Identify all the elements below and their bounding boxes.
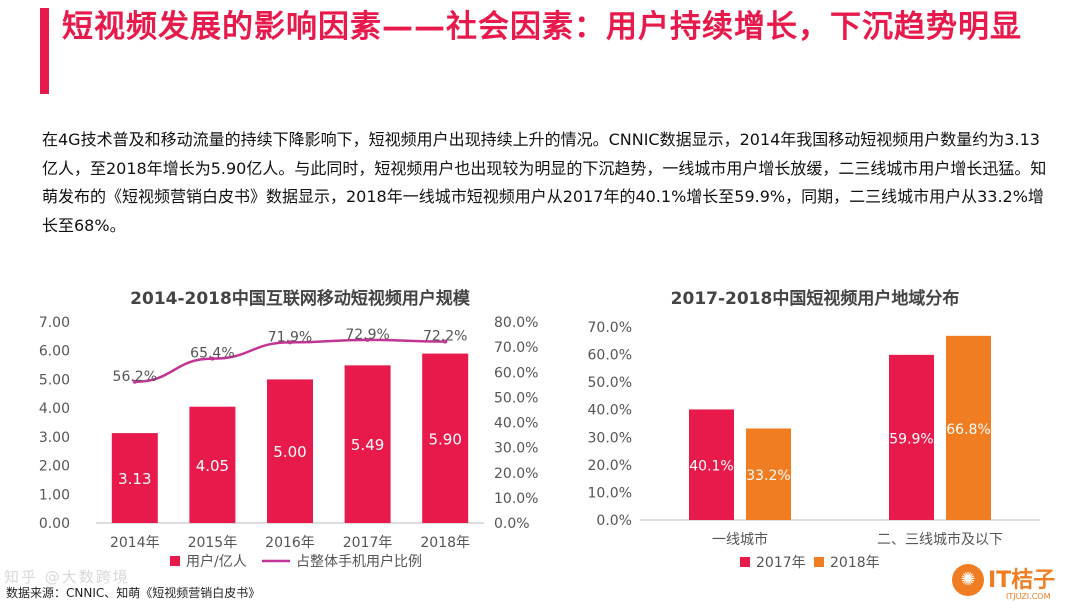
right-axis-tick-label: 0.0% bbox=[494, 516, 530, 532]
y-axis-tick-label: 20.0% bbox=[588, 458, 632, 474]
chart-2-title: 2017-2018中国短视频用户地域分布 bbox=[670, 289, 960, 309]
user-scale-chart: 0.00 1.00 2.00 3.00 4.00 5.00 6.00 7.00 0.0% 10.0… bbox=[39, 315, 539, 570]
line-value-label: 72.2% bbox=[423, 329, 467, 345]
left-axis-tick-label: 2.00 bbox=[39, 459, 70, 475]
legend-label: 用户/亿人 bbox=[186, 553, 247, 570]
x-axis-tick-label: 一线城市 bbox=[712, 531, 768, 548]
x-axis-tick-label: 2016年 bbox=[265, 535, 315, 551]
right-axis-tick-label: 60.0% bbox=[494, 365, 538, 381]
line-value-label: 65.4% bbox=[190, 346, 234, 362]
left-axis-tick-label: 6.00 bbox=[39, 344, 70, 360]
page-title: 短视频发展的影响因素——社会因素：用户持续增长，下沉趋势明显 bbox=[62, 9, 1022, 45]
line-value-label: 56.2% bbox=[113, 369, 157, 385]
x-axis-tick-label: 2018年 bbox=[420, 535, 470, 551]
bar-2018 bbox=[746, 428, 791, 520]
right-axis-tick-label: 10.0% bbox=[494, 491, 538, 507]
bar-value-label: 3.13 bbox=[118, 470, 151, 488]
body-paragraph: 在4G技术普及和移动流量的持续下降影响下，短视频用户出现持续上升的情况。CNNI… bbox=[42, 130, 1047, 235]
y-axis-tick-label: 10.0% bbox=[588, 485, 632, 501]
bar-2017 bbox=[889, 354, 934, 520]
bar-value-label: 66.8% bbox=[946, 422, 990, 438]
logo-text: IT桔子 bbox=[988, 568, 1056, 593]
bar-user-count bbox=[189, 406, 236, 523]
legend-label: 2018年 bbox=[830, 555, 880, 571]
line-point bbox=[443, 339, 448, 344]
bar-value-label: 59.9% bbox=[889, 431, 933, 447]
chart-1-title: 2014-2018中国互联网移动短视频用户规模 bbox=[130, 289, 470, 309]
legend-label: 占整体手机用户比例 bbox=[296, 553, 422, 570]
line-value-label: 71.9% bbox=[268, 329, 312, 345]
bar-value-label: 40.1% bbox=[689, 459, 733, 475]
left-axis-tick-label: 5.00 bbox=[39, 372, 70, 388]
left-axis-tick-label: 0.00 bbox=[39, 516, 70, 532]
line-point bbox=[288, 340, 292, 345]
right-axis-tick-label: 30.0% bbox=[494, 441, 538, 457]
watermark: 知乎 @大数跨境 bbox=[4, 568, 130, 586]
left-axis-tick-label: 3.00 bbox=[39, 430, 70, 446]
line-point bbox=[365, 337, 370, 342]
left-axis-tick-label: 1.00 bbox=[39, 487, 70, 503]
x-axis-tick-label: 2017年 bbox=[343, 535, 393, 551]
legend-label: 2017年 bbox=[756, 555, 806, 571]
x-axis-tick-label: 二、三线城市及以下 bbox=[877, 531, 1003, 548]
legend-swatch-2017 bbox=[740, 557, 750, 567]
y-axis-tick-label: 50.0% bbox=[588, 375, 632, 391]
y-axis-tick-label: 60.0% bbox=[588, 348, 632, 364]
left-axis-tick-label: 4.00 bbox=[39, 401, 70, 417]
line-value-label: 72.9% bbox=[345, 327, 389, 343]
y-axis-tick-label: 0.0% bbox=[596, 513, 632, 529]
bar-value-label: 33.2% bbox=[746, 468, 790, 484]
bar-user-count bbox=[267, 379, 313, 523]
bar-value-label: 5.90 bbox=[428, 430, 461, 448]
y-axis-tick-label: 30.0% bbox=[588, 430, 632, 446]
bar-2017 bbox=[689, 409, 734, 520]
left-axis-tick-label: 7.00 bbox=[39, 315, 70, 331]
bar-2018 bbox=[946, 335, 991, 520]
y-axis-tick-label: 70.0% bbox=[588, 320, 632, 336]
right-axis-tick-label: 40.0% bbox=[494, 416, 538, 432]
x-axis-tick-label: 2014年 bbox=[110, 535, 160, 551]
bar-user-count bbox=[422, 353, 469, 523]
title-accent-bar bbox=[40, 8, 49, 94]
right-axis-tick-label: 70.0% bbox=[494, 340, 538, 356]
legend-swatch-2018 bbox=[814, 557, 824, 567]
logo-url: ITJUZI.COM bbox=[1006, 592, 1051, 601]
right-axis-tick-label: 50.0% bbox=[494, 390, 538, 406]
bar-value-label: 4.05 bbox=[196, 457, 229, 475]
bar-value-label: 5.00 bbox=[273, 443, 306, 461]
bar-user-count bbox=[344, 365, 391, 523]
series-line-ratio bbox=[134, 338, 446, 384]
bar-value-label: 5.49 bbox=[351, 436, 384, 454]
right-axis-tick-label: 20.0% bbox=[494, 466, 538, 482]
data-source: 数据来源：CNNIC、知萌《短视频营销白皮书》 bbox=[6, 586, 261, 600]
bar-user-count bbox=[111, 433, 158, 523]
line-point bbox=[210, 356, 215, 361]
legend-swatch-bar bbox=[170, 556, 180, 566]
right-axis-tick-label: 80.0% bbox=[494, 315, 538, 331]
orange-slice-icon: ✺ bbox=[952, 564, 984, 596]
itjuzi-logo: ✺ IT桔子 ITJUZI.COM bbox=[946, 560, 1076, 606]
region-distribution-chart: 0.0% 10.0% 20.0% 30.0% 40.0% 50.0% 60.0% 70.0% 4… bbox=[588, 320, 1040, 571]
x-axis-tick-label: 2015年 bbox=[188, 535, 238, 551]
line-point bbox=[132, 379, 137, 384]
y-axis-tick-label: 40.0% bbox=[588, 403, 632, 419]
